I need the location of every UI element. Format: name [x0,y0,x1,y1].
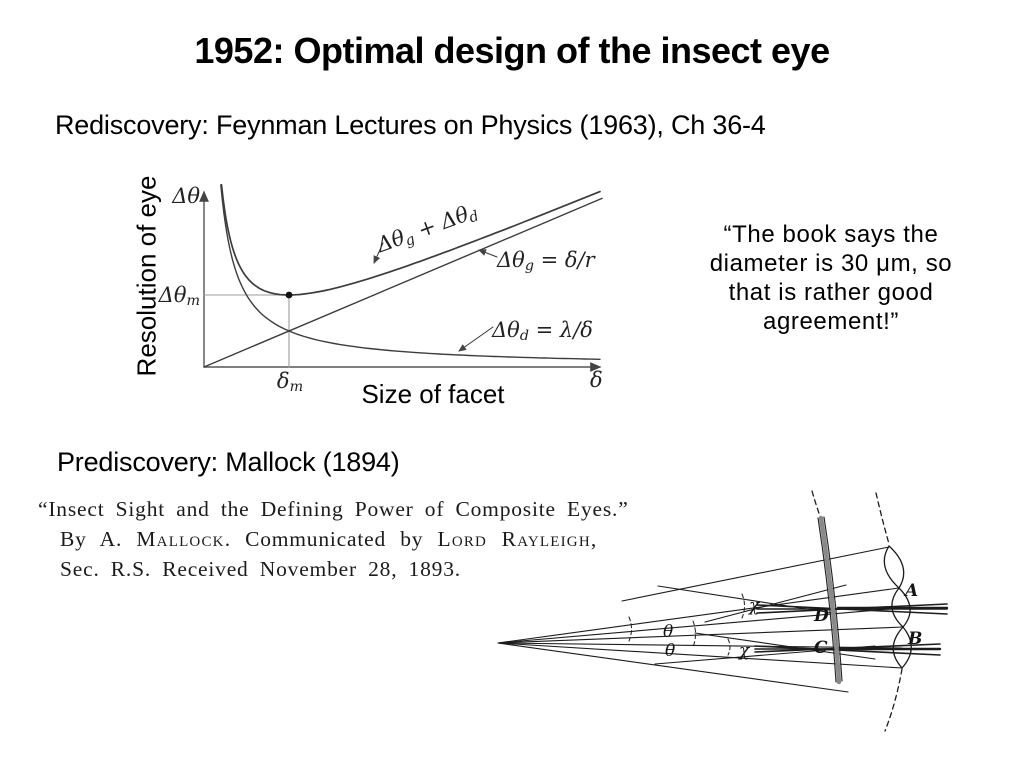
sum-curve [220,183,601,296]
angle-arcs [628,593,745,656]
label-theta-upper: θ [663,622,673,642]
x-minimum-label: δm [276,369,304,395]
label-chi-lower: χ [738,641,751,661]
y-axis-symbol: Δθ [172,184,200,208]
x-axis-symbol: δ [590,368,603,392]
sum-label-arrow [373,242,384,264]
facet-lens-chain [883,545,912,669]
y-minimum-label: Δθm [158,283,200,309]
feynman-chart [199,183,603,372]
label-C: C [814,638,828,658]
excerpt-line-3: Sec. R.S. Received November 28, 1893. [60,557,461,581]
diff-label-arrow [458,326,494,352]
mallock-diagram: θ θ χ χ D C A B [497,490,949,732]
x-axis-title: Size of facet [361,379,505,409]
geom-label-arrow [478,249,498,258]
excerpt-line-1: “Insect Sight and the Defining Power of … [38,497,629,521]
geometric-line [203,197,603,368]
rediscovery-heading: Rediscovery: Feynman Lectures on Physics… [55,110,766,140]
focused-bundle-B [754,643,942,656]
prediscovery-heading: Prediscovery: Mallock (1894) [57,447,400,477]
y-axis-title: Resolution of eye [131,175,162,377]
label-A: A [903,581,918,601]
excerpt-line-2: By A. Mallock. Communicated by Lord Rayl… [60,527,598,551]
geometric-line-label: Δθg = δ/r [497,248,595,274]
label-D: D [813,606,829,626]
focal-band [817,515,843,685]
dashed-arc-continuations [811,490,903,732]
label-chi-upper: χ [748,596,761,616]
mallock-paper-excerpt: “Insect Sight and the Defining Power of … [38,494,714,584]
minimum-point-dot [285,291,293,299]
label-theta-lower: θ [665,641,675,661]
diffraction-curve-label: Δθd = λ/δ [492,318,593,344]
diffraction-curve [220,184,601,360]
quote-block: “The book says the diameter is 30 μm, so… [709,221,953,335]
label-B: B [907,629,922,649]
slide-title: 1952: Optimal design of the insect eye [194,30,830,71]
